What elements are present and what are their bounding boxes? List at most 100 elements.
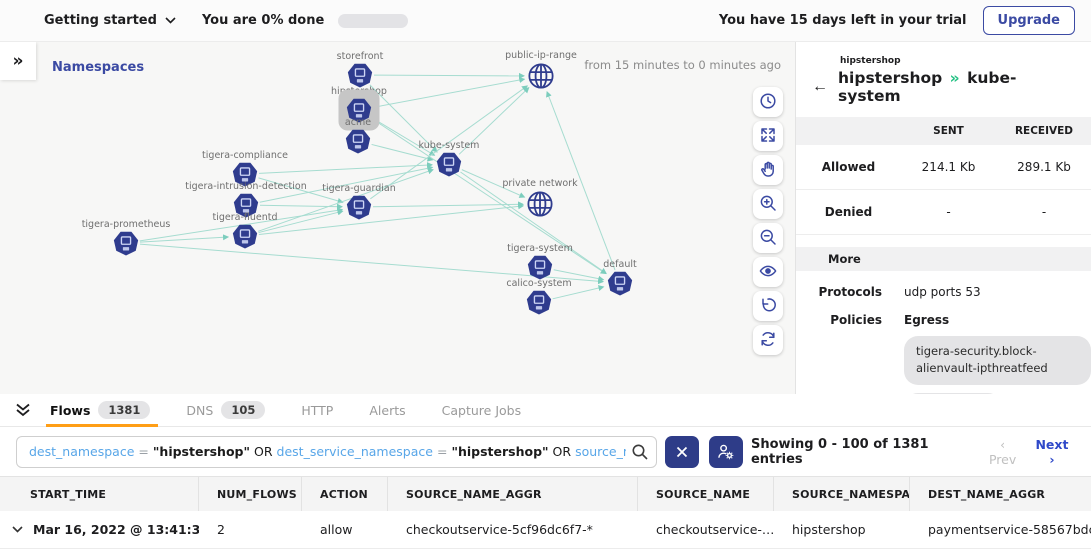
column-header-source_name[interactable]: SOURCE_NAME xyxy=(638,477,774,511)
flows-table-header: START_TIME NUM_FLOWS ACTION SOURCE_NAME_AGG… xyxy=(0,477,1091,511)
pan-button[interactable] xyxy=(753,155,783,185)
flows-bottom-panel: Flows 1381 DNS 105 HTTP Alerts Capture Jobs de… xyxy=(0,394,1091,551)
details-eyebrow: hipstershop xyxy=(840,56,901,66)
graph-node-label: private network xyxy=(502,178,578,189)
column-header-start_time[interactable]: START_TIME xyxy=(0,477,199,511)
policy-pill[interactable]: security.pass xyxy=(904,392,1003,394)
tab-flows[interactable]: Flows 1381 xyxy=(46,394,168,427)
clear-filter-button[interactable] xyxy=(664,435,699,468)
namespace-graph-panel: » Namespaces from 15 minutes to 0 minute… xyxy=(0,42,795,394)
namespace-icon xyxy=(338,89,380,131)
column-header-num_flows[interactable]: NUM_FLOWS xyxy=(199,477,302,511)
sent-column-header: SENT xyxy=(933,125,964,137)
query-token-kw: OR xyxy=(254,444,273,459)
visibility-button[interactable] xyxy=(753,257,783,287)
graph-node-label: calico-system xyxy=(506,278,572,289)
query-token-op: = xyxy=(138,444,149,459)
prev-page-button[interactable]: ‹ Prev xyxy=(986,437,1019,467)
tab-label: HTTP xyxy=(301,402,334,418)
graph-node-label: default xyxy=(603,259,637,270)
protocols-label: Protocols xyxy=(818,285,882,299)
time-button[interactable] xyxy=(753,87,783,117)
next-page-button[interactable]: Next › xyxy=(1033,437,1071,467)
query-token-value: "hipstershop" xyxy=(451,444,549,459)
graph-node-label: tigera-fluentd xyxy=(212,212,278,223)
back-arrow-icon[interactable]: ← xyxy=(812,78,828,95)
user-settings-button[interactable] xyxy=(708,435,743,468)
tab-label: Capture Jobs xyxy=(441,402,522,418)
tab-label: Flows xyxy=(50,402,91,418)
cell-source_name: checkoutservice-… xyxy=(656,522,774,537)
refresh-button[interactable] xyxy=(753,325,783,355)
graph-node-label: kube-system xyxy=(418,140,480,151)
column-header-source_name_aggr[interactable]: SOURCE_NAME_AGGR xyxy=(388,477,638,511)
globe-icon xyxy=(526,61,557,92)
namespace-icon xyxy=(347,62,374,89)
column-header-action[interactable]: ACTION xyxy=(302,477,388,511)
allowed-label: Allowed xyxy=(821,160,876,174)
policies-label: Policies xyxy=(830,313,882,327)
expand-sidebar-button[interactable]: » xyxy=(0,42,36,80)
policy-pill[interactable]: tigera-security.block-alienvault-ipthrea… xyxy=(904,336,1091,385)
tab-capture-jobs[interactable]: Capture Jobs xyxy=(438,394,539,426)
time-range-text: from 15 minutes to 0 minutes ago xyxy=(584,58,781,72)
namespace-icon xyxy=(233,192,260,219)
refresh-icon xyxy=(758,329,778,352)
zoom-out-button[interactable] xyxy=(753,223,783,253)
tab-list: Flows 1381 DNS 105 HTTP Alerts Capture Jobs xyxy=(46,394,553,427)
upgrade-button[interactable]: Upgrade xyxy=(982,6,1075,35)
more-section-header: More xyxy=(796,247,1091,271)
tab-count-badge: 1381 xyxy=(98,401,151,419)
namespace-icon xyxy=(113,230,140,257)
column-header-dest_name_aggr[interactable]: DEST_NAME_AGGR xyxy=(928,487,1046,501)
allowed-sent-value: 214.1 Kb xyxy=(921,160,976,174)
namespace-icon xyxy=(436,151,463,178)
cell-dest_name_aggr: paymentservice-58567bdc xyxy=(928,522,1091,537)
namespace-icon xyxy=(607,270,634,297)
tab-alerts[interactable]: Alerts xyxy=(365,394,423,426)
flows-table: START_TIME NUM_FLOWS ACTION SOURCE_NAME_AGG… xyxy=(0,476,1091,549)
flow-table-row[interactable]: Mar 16, 2022 @ 13:41:35.000 2 allow checkou… xyxy=(0,511,1091,549)
zoom-in-button[interactable] xyxy=(753,189,783,219)
graph-node-label: tigera-guardian xyxy=(322,183,396,194)
flow-query-input[interactable]: dest_namespace = "hipstershop" OR dest_servi… xyxy=(16,435,657,468)
namespace-icon xyxy=(346,194,373,221)
graph-node-label: tigera-system xyxy=(507,243,573,254)
pan-icon xyxy=(758,159,778,182)
details-panel: hipstershop ← hipstershop » kube-system … xyxy=(795,42,1091,394)
zoom-in-icon xyxy=(758,193,778,216)
cell-source_namespace: hipstershop xyxy=(792,522,866,537)
top-bar: Getting started You are 0% done You have… xyxy=(0,0,1091,42)
tabs-row: Flows 1381 DNS 105 HTTP Alerts Capture Jobs xyxy=(0,394,1091,427)
collapse-panel-icon[interactable] xyxy=(0,394,46,426)
fit-view-icon xyxy=(758,125,778,148)
getting-started-label: Getting started xyxy=(44,13,157,28)
undo-icon xyxy=(758,295,778,318)
cell-action: allow xyxy=(320,522,353,537)
graph-canvas[interactable]: storefront public-ip-range hipstershop a… xyxy=(0,42,795,394)
tab-http[interactable]: HTTP xyxy=(297,394,351,426)
graph-node-label: storefront xyxy=(336,51,384,62)
query-token-field: dest_namespace xyxy=(29,444,135,459)
graph-node-label: tigera-compliance xyxy=(202,150,288,161)
visibility-icon xyxy=(758,261,778,284)
flow-direction-icon: » xyxy=(949,69,960,87)
progress-bar xyxy=(338,13,409,28)
undo-button[interactable] xyxy=(753,291,783,321)
row-expand-icon[interactable] xyxy=(12,526,23,533)
column-header-source_namespace[interactable]: SOURCE_NAMESPACE xyxy=(774,477,910,511)
cell-num_flows: 2 xyxy=(217,522,225,537)
denied-row: Denied - - xyxy=(796,190,1091,235)
graph-node-label: tigera-intrusion-detection xyxy=(185,181,307,192)
tab-count-badge: 105 xyxy=(221,401,266,419)
query-token-value: "hipstershop" xyxy=(152,444,250,459)
close-icon xyxy=(676,446,688,457)
policy-pill-list: tigera-security.block-alienvault-ipthrea… xyxy=(904,336,1091,394)
cell-start_time: Mar 16, 2022 @ 13:41:35.000 xyxy=(0,522,199,537)
traffic-stats-table: SENT RECEIVED Allowed 214.1 Kb 289.1 Kb … xyxy=(796,117,1091,235)
tab-dns[interactable]: DNS 105 xyxy=(182,394,283,426)
showing-entries-text: Showing 0 - 100 of 1381 entries xyxy=(750,436,929,467)
graph-title: Namespaces xyxy=(52,60,145,75)
fit-view-button[interactable] xyxy=(753,121,783,151)
getting-started-dropdown[interactable]: Getting started xyxy=(44,13,176,28)
